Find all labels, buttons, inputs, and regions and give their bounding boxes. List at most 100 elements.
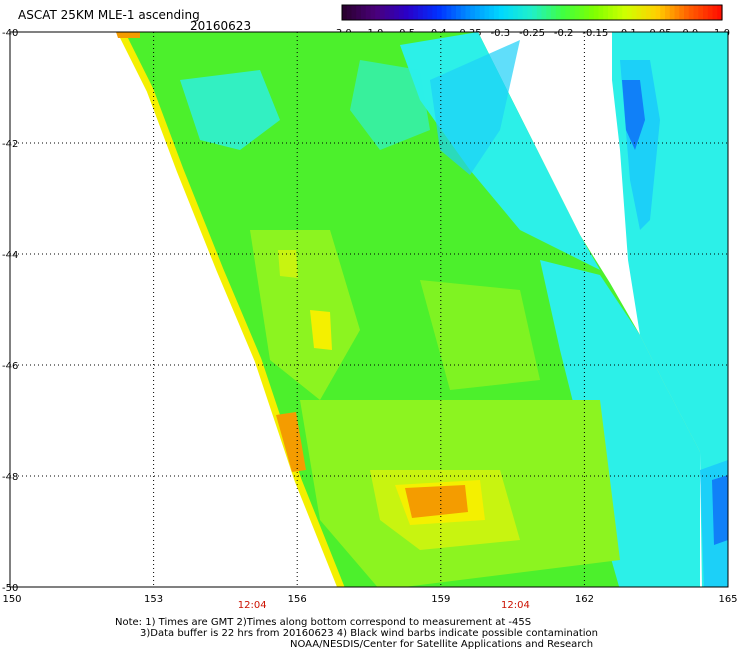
colorbar-cell	[555, 5, 562, 20]
swath-orange-region	[405, 485, 468, 518]
colorbar	[341, 4, 723, 21]
colorbar-label: -0.25	[519, 28, 545, 39]
colorbar-cell	[650, 5, 657, 20]
colorbar-cell	[427, 5, 433, 20]
colorbar-cell	[570, 5, 576, 20]
swath-cyan-region-2	[430, 40, 520, 175]
colorbar-cell	[622, 5, 628, 20]
colorbar-cell	[646, 5, 652, 20]
swath-east-blue-2	[622, 80, 645, 150]
colorbar-cell	[346, 5, 353, 20]
swath-cyan-region-4	[180, 70, 280, 150]
latitude-label: -40	[2, 28, 18, 39]
colorbar-cell	[422, 5, 429, 20]
colorbar-cell	[527, 5, 533, 20]
latitude-label: -50	[2, 583, 18, 594]
latitude-label: -44	[2, 250, 18, 261]
colorbar-cell	[475, 5, 481, 20]
colorbar-cell	[489, 5, 495, 20]
time-label: 12:04	[238, 600, 267, 611]
graticule	[10, 32, 728, 587]
swath-yellow-spot-2	[278, 250, 298, 278]
colorbar-cell	[603, 5, 609, 20]
colorbar-cell	[380, 5, 386, 20]
swath-lightgreen-region	[250, 230, 360, 400]
colorbar-cell	[351, 5, 357, 20]
colorbar-cell	[536, 5, 543, 20]
time-label: 12:04	[501, 600, 530, 611]
colorbar-cell	[579, 5, 585, 20]
swath-edge-orange	[276, 412, 306, 472]
colorbar-cell	[408, 5, 414, 20]
map-date: 20160623	[190, 19, 252, 33]
colorbar-cell	[674, 5, 680, 20]
colorbar-cell	[508, 5, 514, 20]
colorbar-cell	[584, 5, 590, 20]
swath-cyan-region-3	[540, 260, 700, 587]
colorbar-cell	[684, 5, 690, 20]
colorbar-cell	[370, 5, 376, 20]
colorbar-cell	[551, 5, 557, 20]
longitude-label: 156	[288, 594, 307, 605]
colorbar-cell	[389, 5, 395, 20]
latitude-labels: -40 -42 -44 -46 -48 -50	[2, 28, 18, 594]
colorbar-cell	[375, 5, 381, 20]
longitude-label: 162	[575, 594, 594, 605]
colorbar-cell	[356, 5, 362, 20]
colorbar-cell	[541, 5, 547, 20]
colorbar-label: -0.15	[582, 28, 608, 39]
colorbar-cell	[636, 5, 642, 20]
colorbar-cell	[365, 5, 372, 20]
colorbar-cell	[503, 5, 509, 20]
swath-yellow-spot	[310, 310, 332, 350]
colorbar-cell	[669, 5, 676, 20]
colorbar-cell	[494, 5, 500, 20]
longitude-label: 165	[718, 594, 737, 605]
colorbar-cell	[413, 5, 419, 20]
colorbar-cell	[589, 5, 595, 20]
swath-lightgreen-region-3	[420, 280, 540, 390]
colorbar-cell	[361, 5, 367, 20]
colorbar-cell	[598, 5, 604, 20]
colorbar-cell	[403, 5, 410, 20]
longitude-label: 150	[2, 594, 21, 605]
colorbar-cell	[608, 5, 614, 20]
note-line-1: Note: 1) Times are GMT 2)Times along bot…	[115, 617, 532, 628]
colorbar-cell	[441, 5, 448, 20]
note-line-3: NOAA/NESDIS/Center for Satellite Applica…	[290, 639, 594, 650]
latitude-label: -48	[2, 472, 18, 483]
colorbar-cell	[560, 5, 566, 20]
colorbar-cell	[617, 5, 623, 20]
colorbar-cell	[679, 5, 685, 20]
colorbar-cell	[641, 5, 647, 20]
colorbar-cell	[342, 5, 348, 20]
colorbar-cell	[717, 5, 723, 20]
note-line-2: 3)Data buffer is 22 hrs from 20160623 4)…	[140, 628, 598, 639]
colorbar-cell	[574, 5, 581, 20]
colorbar-cell	[532, 5, 538, 20]
colorbar-cell	[712, 5, 718, 20]
colorbar-cell	[565, 5, 571, 20]
colorbar-cell	[703, 5, 709, 20]
colorbar-cell	[522, 5, 528, 20]
colorbar-label: -0.2	[554, 28, 574, 39]
latitude-label: -42	[2, 139, 18, 150]
colorbar-cell	[470, 5, 476, 20]
colorbar-cell	[660, 5, 666, 20]
swath-cyan-region-5	[350, 60, 430, 150]
colorbar-cell	[513, 5, 519, 20]
colorbar-cell	[399, 5, 405, 20]
time-labels: 12:04 12:04	[238, 600, 530, 611]
colorbar-cell	[698, 5, 704, 20]
colorbar-cell	[517, 5, 524, 20]
latitude-label: -46	[2, 361, 18, 372]
colorbar-cell	[665, 5, 671, 20]
colorbar-cell	[693, 5, 699, 20]
map-title: ASCAT 25KM MLE-1 ascending	[18, 8, 200, 22]
colorbar-cell	[456, 5, 462, 20]
colorbar-cell	[498, 5, 505, 20]
colorbar-border	[341, 4, 723, 21]
colorbar-cell	[707, 5, 714, 20]
longitude-label: 153	[144, 594, 163, 605]
colorbar-cell	[479, 5, 486, 20]
